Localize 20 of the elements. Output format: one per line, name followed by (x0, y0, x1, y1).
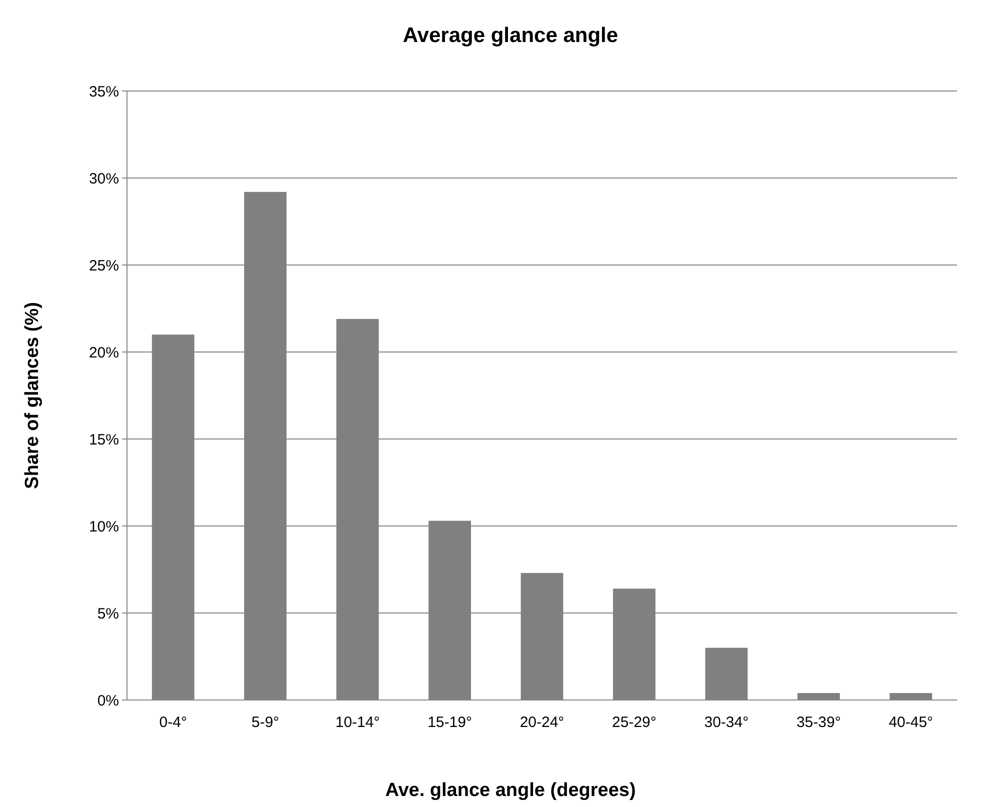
x-tick-label: 5-9° (251, 714, 280, 731)
x-tick-label: 30-34° (704, 714, 749, 731)
y-axis-title: Share of glances (%) (22, 302, 43, 489)
x-tick-label: 10-14° (335, 714, 380, 731)
y-tick-label: 20% (88, 344, 119, 362)
y-tick-label: 15% (88, 431, 119, 448)
y-tick-label: 5% (97, 605, 119, 622)
x-tick-label: 40-45° (888, 714, 934, 731)
x-tick-label: 20-24° (520, 714, 564, 731)
x-tick-label: 15-19° (428, 714, 472, 731)
y-tick-label: 30% (88, 170, 119, 188)
x-tick-label: 0-4° (159, 714, 187, 731)
chart-title: Average glance angle (402, 24, 618, 47)
x-axis-title: Ave. glance angle (degrees) (385, 780, 636, 801)
y-tick-label: 0% (97, 692, 119, 710)
y-tick-label: 35% (88, 83, 119, 100)
x-tick-label: 35-39° (796, 714, 841, 731)
y-tick-label: 10% (88, 518, 119, 536)
y-tick-label: 25% (88, 257, 119, 274)
x-tick-label: 25-29° (612, 714, 656, 731)
